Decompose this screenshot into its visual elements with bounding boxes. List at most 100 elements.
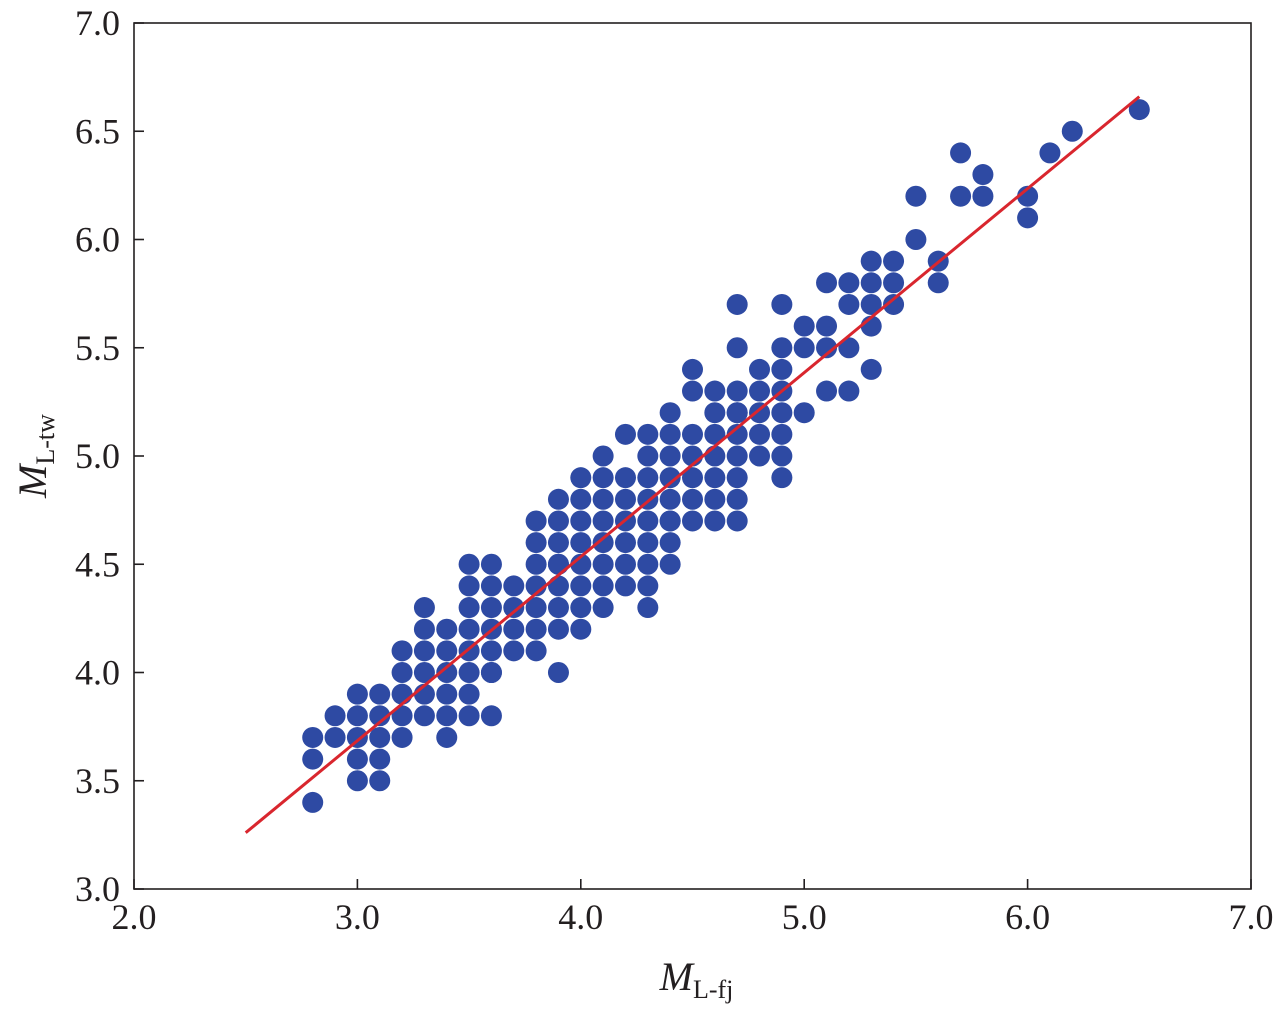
data-point [749,445,771,467]
x-axis-label-sub: L-fj [693,975,733,1004]
data-point [637,597,659,619]
data-point [771,402,793,424]
x-tick-label: 5.0 [782,897,827,937]
x-tick-label: 6.0 [1005,897,1050,937]
data-point [525,640,547,662]
data-point [346,770,368,792]
data-point [413,618,435,640]
data-point [637,532,659,554]
data-point [369,705,391,727]
data-point [480,662,502,683]
data-point [570,618,592,640]
data-point [391,683,413,705]
data-point [547,510,569,532]
data-point [816,337,838,359]
data-point [1017,185,1039,207]
data-point [614,488,636,510]
data-point [503,640,525,662]
data-points [302,99,1150,813]
data-point [659,532,681,554]
y-tick-label: 7.0 [75,3,120,43]
data-point [1039,142,1061,164]
data-point [659,445,681,467]
data-point [458,575,480,597]
y-tick-label: 5.5 [75,328,120,368]
data-point [436,640,458,662]
data-point [771,467,793,489]
data-point [793,315,815,337]
data-point [346,748,368,770]
data-point [547,532,569,554]
data-point [346,726,368,748]
data-point [570,510,592,532]
data-point [793,402,815,424]
y-tick-label: 3.5 [75,761,120,801]
data-point [659,467,681,489]
data-point [749,358,771,380]
data-point [413,597,435,619]
data-point [726,337,748,359]
data-point [704,510,726,532]
data-point [659,553,681,575]
data-point [637,575,659,597]
data-point [369,770,391,792]
data-point [592,488,614,510]
data-point [726,467,748,489]
data-point [838,293,860,315]
data-point [480,705,502,727]
x-tick-label: 7.0 [1229,897,1274,937]
x-axis: 2.0 3.0 4.0 5.0 6.0 7.0 [112,879,1274,937]
data-point [749,402,771,424]
data-point [570,553,592,575]
data-point [436,726,458,748]
data-point [614,423,636,445]
data-point [771,337,793,359]
data-point [682,380,703,402]
data-point [413,705,435,727]
data-point [816,380,838,402]
data-point [905,185,927,207]
data-point [592,597,614,619]
data-point [570,467,592,489]
data-point [369,683,391,705]
fit-line-layer [244,95,1141,834]
data-point [302,748,324,770]
data-point [682,358,703,380]
data-point [771,358,793,380]
data-point [525,597,547,619]
data-point [682,488,703,510]
y-tick-label: 6.0 [75,220,120,260]
data-point [749,423,771,445]
data-point [547,662,569,683]
data-point [614,575,636,597]
data-point [726,488,748,510]
data-point [838,380,860,402]
data-point [659,402,681,424]
data-point [927,272,949,294]
data-point [369,748,391,770]
data-point [726,423,748,445]
data-point [704,402,726,424]
data-point [547,597,569,619]
data-point [525,553,547,575]
data-point [480,575,502,597]
data-point [726,445,748,467]
data-point [547,618,569,640]
data-point [659,423,681,445]
data-point [346,705,368,727]
data-point [592,467,614,489]
data-point [391,640,413,662]
data-point [391,662,413,683]
data-point [637,467,659,489]
data-point [525,510,547,532]
data-point [480,553,502,575]
data-point [950,185,972,207]
data-point [436,662,458,683]
data-point [860,250,882,272]
data-point [726,293,748,315]
data-point [458,662,480,683]
data-point [816,315,838,337]
data-point [659,510,681,532]
data-point [1128,99,1150,121]
data-point [503,575,525,597]
